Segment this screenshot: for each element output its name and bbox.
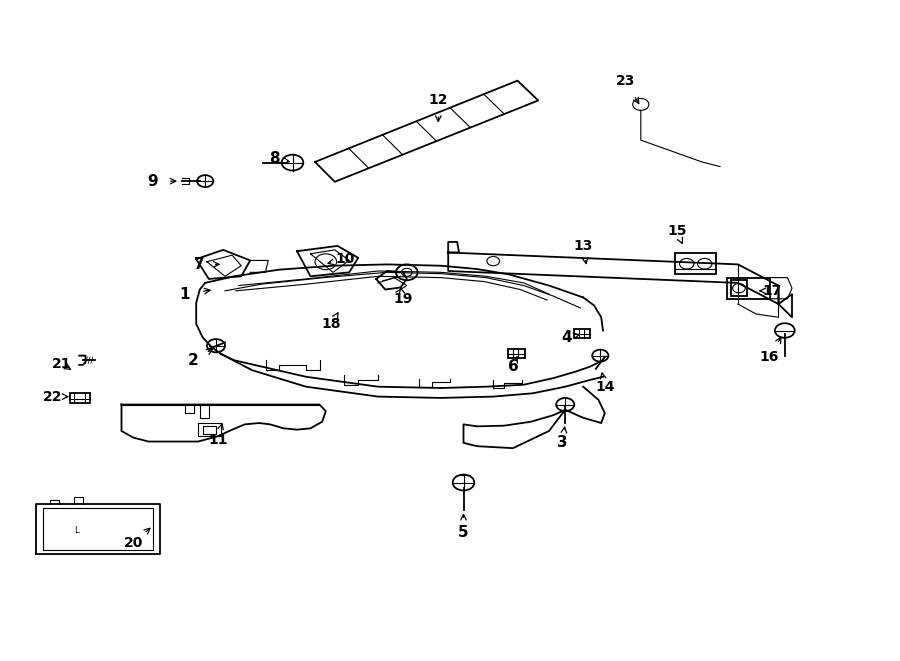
Bar xyxy=(675,253,716,274)
Text: 17: 17 xyxy=(762,284,782,298)
Text: 7: 7 xyxy=(194,257,205,272)
Bar xyxy=(727,278,770,299)
Text: 1: 1 xyxy=(179,287,190,301)
Text: 13: 13 xyxy=(573,239,593,253)
Text: 21: 21 xyxy=(51,356,71,371)
Text: 9: 9 xyxy=(148,174,158,188)
Text: 10: 10 xyxy=(335,252,355,266)
Text: 20: 20 xyxy=(123,536,143,551)
Text: 15: 15 xyxy=(667,224,687,239)
Bar xyxy=(574,329,590,338)
Bar xyxy=(731,280,747,296)
Bar xyxy=(508,349,525,358)
Text: 5: 5 xyxy=(458,525,469,539)
Text: 23: 23 xyxy=(616,73,635,88)
Text: 14: 14 xyxy=(595,379,615,394)
Text: 18: 18 xyxy=(321,317,341,331)
Text: 4: 4 xyxy=(562,330,572,344)
Text: 16: 16 xyxy=(760,350,779,364)
Text: L: L xyxy=(74,525,79,535)
Text: 19: 19 xyxy=(393,292,413,306)
Bar xyxy=(70,393,90,403)
Text: 6: 6 xyxy=(508,360,518,374)
Text: 8: 8 xyxy=(269,151,280,166)
Text: 12: 12 xyxy=(428,93,448,108)
Text: 22: 22 xyxy=(42,389,62,404)
Text: 3: 3 xyxy=(557,436,568,450)
Text: 11: 11 xyxy=(208,432,228,447)
Text: 2: 2 xyxy=(188,353,199,368)
